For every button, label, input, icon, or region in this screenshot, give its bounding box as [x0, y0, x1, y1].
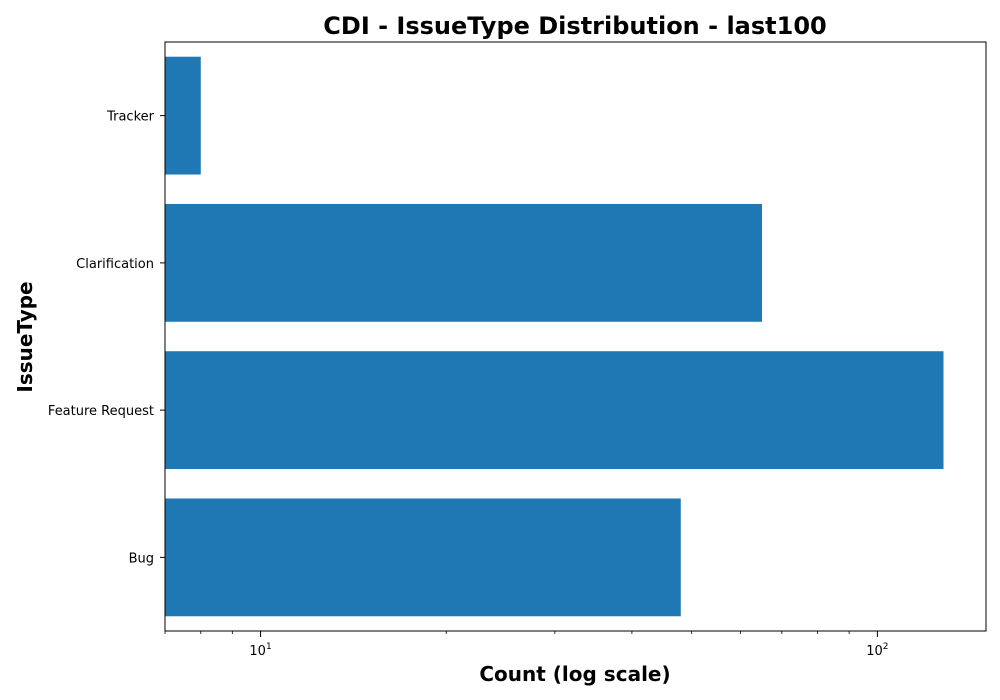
y-tick-label: Tracker [106, 110, 155, 125]
x-axis-label: Count (log scale) [479, 662, 670, 686]
chart-title: CDI - IssueType Distribution - last100 [323, 12, 826, 40]
x-tick-label: 102 [866, 642, 888, 659]
bar-bug [165, 498, 681, 617]
bar-feature-request [165, 351, 944, 470]
y-axis-ticks: Bug Feature Request Clarification Tracker [48, 110, 165, 566]
plot-frame [164, 41, 987, 632]
bars [165, 56, 944, 617]
y-axis-label: IssueType [13, 281, 37, 392]
x-tick-label: 101 [249, 642, 271, 659]
x-axis-ticks: 101 102 [164, 631, 889, 659]
y-tick-label: Feature Request [48, 404, 154, 419]
y-tick-label: Clarification [76, 257, 154, 272]
y-tick-label: Bug [129, 551, 154, 566]
bar-clarification [165, 203, 762, 322]
bar-tracker [165, 56, 201, 175]
